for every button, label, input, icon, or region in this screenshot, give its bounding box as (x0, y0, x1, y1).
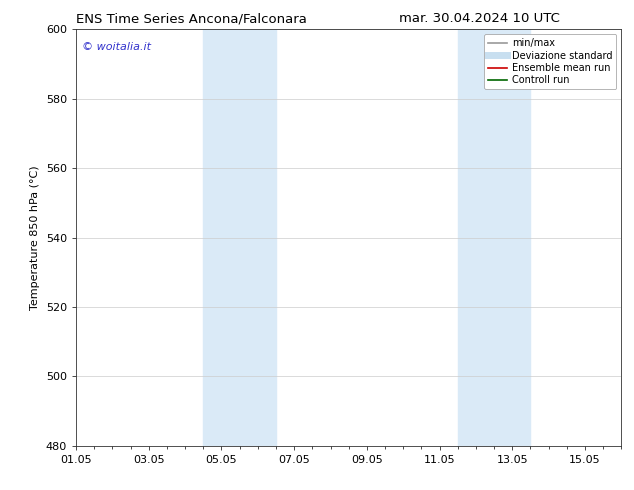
Legend: min/max, Deviazione standard, Ensemble mean run, Controll run: min/max, Deviazione standard, Ensemble m… (484, 34, 616, 89)
Text: ENS Time Series Ancona/Falconara: ENS Time Series Ancona/Falconara (76, 12, 307, 25)
Text: © woitalia.it: © woitalia.it (82, 42, 150, 52)
Text: mar. 30.04.2024 10 UTC: mar. 30.04.2024 10 UTC (399, 12, 560, 25)
Y-axis label: Temperature 850 hPa (°C): Temperature 850 hPa (°C) (30, 165, 40, 310)
Bar (458, 29, 531, 446)
Bar (204, 29, 276, 446)
